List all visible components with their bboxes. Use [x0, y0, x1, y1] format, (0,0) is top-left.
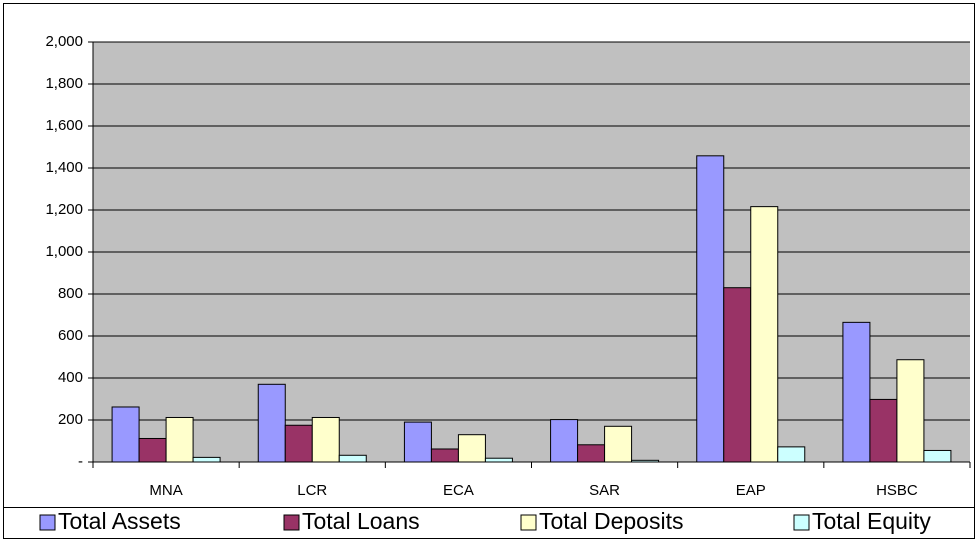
- bar: [284, 424, 313, 463]
- y-tick-label: 1,400: [45, 159, 83, 176]
- legend-label: Total Assets: [58, 508, 181, 534]
- legend-marker: [793, 514, 810, 531]
- bar: [165, 416, 194, 463]
- legend-label: Total Equity: [812, 508, 931, 534]
- bar: [484, 457, 513, 463]
- bar: [869, 398, 898, 463]
- legend-marker: [39, 514, 56, 531]
- bar: [257, 383, 286, 463]
- bar: [111, 406, 140, 463]
- bar: [403, 421, 432, 463]
- bar: [138, 437, 167, 463]
- bar: [311, 416, 340, 463]
- bar: [777, 446, 806, 463]
- bar: [842, 321, 871, 463]
- bar: [723, 287, 752, 463]
- y-tick-label: 1,600: [45, 117, 83, 134]
- bar: [696, 155, 725, 463]
- bar: [550, 419, 579, 463]
- y-tick-label: 400: [58, 369, 83, 386]
- x-tick-label: EAP: [736, 482, 766, 499]
- y-tick-label: 1,800: [45, 75, 83, 92]
- x-tick-label: SAR: [589, 482, 620, 499]
- legend-label: Total Deposits: [539, 508, 683, 534]
- x-tick-label: LCR: [297, 482, 327, 499]
- bar: [923, 449, 952, 463]
- y-tick-label: 2,000: [45, 33, 83, 50]
- y-tick-label: -: [78, 453, 83, 470]
- legend-marker: [283, 514, 300, 531]
- legend-box: [3, 507, 975, 539]
- bar: [338, 454, 367, 463]
- legend-label: Total Loans: [302, 508, 420, 534]
- y-tick-label: 800: [58, 285, 83, 302]
- bar: [577, 444, 606, 463]
- x-tick-label: HSBC: [876, 482, 918, 499]
- y-tick-label: 200: [58, 411, 83, 428]
- y-tick-label: 1,000: [45, 243, 83, 260]
- bar: [457, 434, 486, 463]
- bar: [896, 359, 925, 463]
- y-tick-label: 600: [58, 327, 83, 344]
- x-tick-label: ECA: [443, 482, 474, 499]
- bar: [192, 456, 221, 463]
- bar: [604, 425, 633, 463]
- legend-marker: [520, 514, 537, 531]
- x-tick-label: MNA: [149, 482, 182, 499]
- bar: [430, 448, 459, 463]
- y-tick-label: 1,200: [45, 201, 83, 218]
- bar: [750, 206, 779, 463]
